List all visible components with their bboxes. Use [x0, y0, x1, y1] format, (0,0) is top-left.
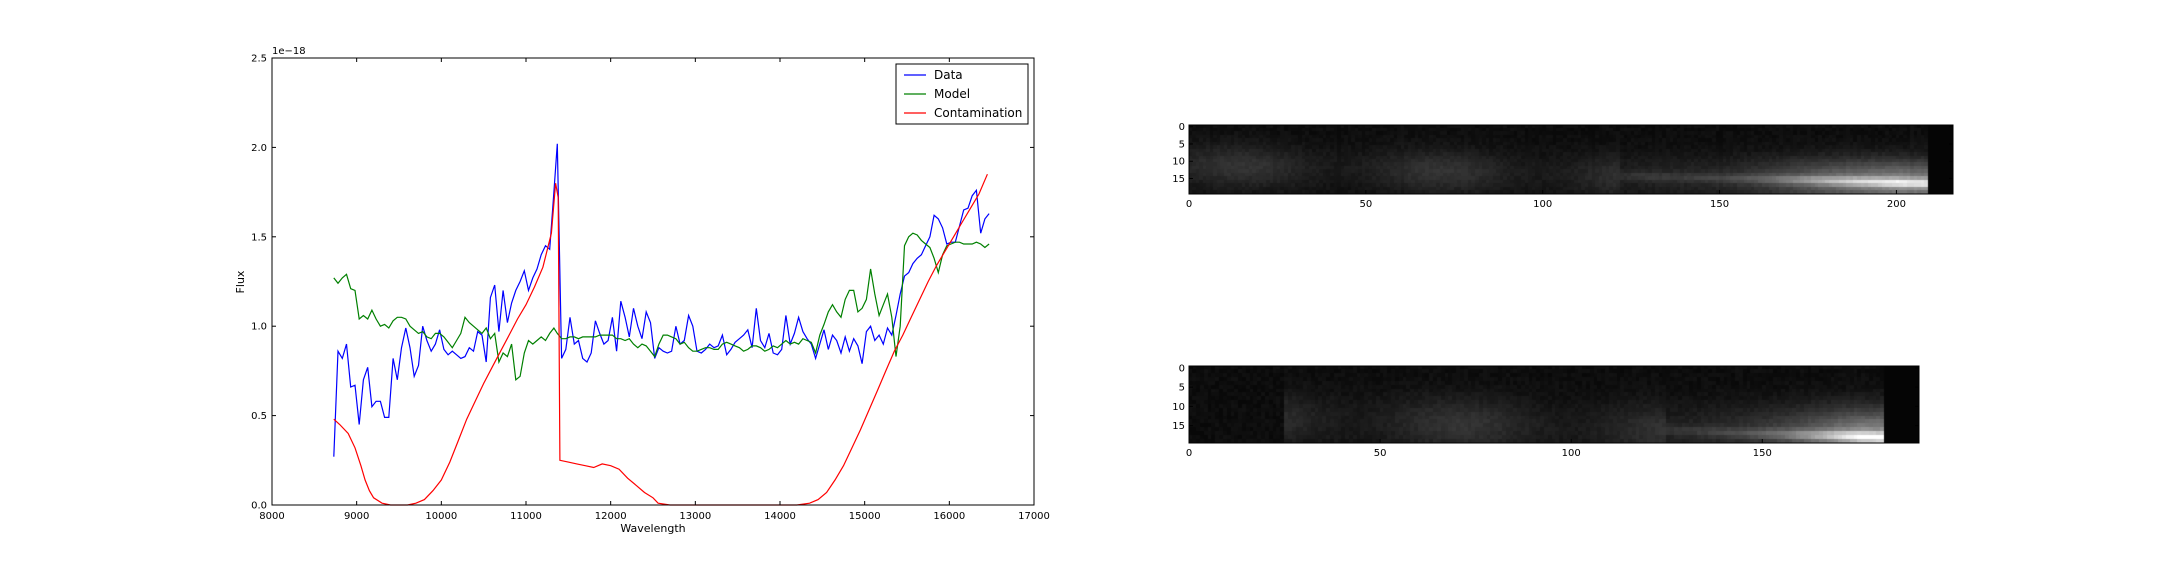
x-tick-label: 13000 [679, 511, 711, 522]
series-line-model [333, 232, 990, 381]
image-2-x-axis: 0 50 100 150 [1186, 439, 1772, 459]
x-axis: 8000 9000 10000 11000 12000 13000 14000 15000 16… [259, 58, 1050, 522]
series-line-data [333, 143, 990, 457]
y-axis: 0.0 0.5 1.0 1.5 2.0 2.5 [251, 54, 1034, 512]
plot-frame [271, 57, 1035, 506]
x-tick-label: 15000 [849, 511, 881, 522]
x-tick-label: 10000 [425, 511, 457, 522]
image-y-tick-label: 0 [1179, 122, 1185, 133]
image-1-container [1189, 125, 1953, 194]
x-tick-label: 9000 [344, 511, 369, 522]
image-x-tick-label: 150 [1710, 199, 1729, 210]
image-x-tick-label: 150 [1753, 448, 1772, 459]
flux-plot: 8000 9000 10000 11000 12000 13000 14000 15000 16… [234, 46, 1050, 535]
legend-label-contamination: Contamination [934, 106, 1022, 120]
plot-background [272, 58, 1034, 505]
image-x-tick-label: 100 [1533, 199, 1552, 210]
image-x-tick-label: 0 [1186, 199, 1192, 210]
x-tick-label: 14000 [764, 511, 796, 522]
x-axis-label: Wavelength [620, 522, 685, 535]
x-tick-label: 8000 [259, 511, 284, 522]
series-group [333, 143, 990, 506]
legend-label-model: Model [934, 87, 970, 101]
image-x-tick-label: 100 [1562, 448, 1581, 459]
image-2-frame [1188, 365, 1920, 444]
image-x-tick-label: 50 [1374, 448, 1387, 459]
image-y-tick-label: 15 [1172, 174, 1185, 185]
image-x-tick-label: 0 [1186, 448, 1192, 459]
y-offset-label: 1e−18 [272, 46, 306, 57]
image-y-tick-label: 5 [1179, 383, 1185, 394]
y-axis-label: Flux [234, 270, 247, 293]
y-tick-label: 2.5 [251, 54, 267, 65]
image-y-tick-label: 10 [1172, 157, 1185, 168]
image-x-tick-label: 50 [1359, 199, 1372, 210]
x-tick-label: 11000 [510, 511, 542, 522]
image-y-tick-label: 15 [1172, 421, 1185, 432]
y-tick-label: 1.5 [251, 232, 267, 243]
legend-label-data: Data [934, 68, 963, 82]
image-1-x-axis: 0 50 100 150 200 [1186, 190, 1906, 210]
image-2-y-axis: 0 5 10 15 [1172, 363, 1919, 432]
y-tick-label: 2.0 [251, 143, 267, 154]
image-y-tick-label: 10 [1172, 402, 1185, 413]
y-tick-label: 1.0 [251, 322, 267, 333]
image-y-tick-label: 0 [1179, 363, 1185, 374]
spectrum-image-2: 0 50 100 150 0 5 10 15 [1172, 363, 1920, 459]
y-tick-label: 0.5 [251, 411, 267, 422]
series-line-contamination [333, 173, 988, 506]
x-tick-label: 17000 [1018, 511, 1050, 522]
x-tick-label: 12000 [595, 511, 627, 522]
image-2-container [1189, 366, 1919, 443]
image-y-tick-label: 5 [1179, 139, 1185, 150]
x-tick-label: 16000 [933, 511, 965, 522]
y-tick-label: 0.0 [251, 501, 267, 512]
image-x-tick-label: 200 [1887, 199, 1906, 210]
legend: Data Model Contamination [895, 63, 1029, 125]
image-1-y-axis: 0 5 10 15 [1172, 122, 1953, 185]
spectrum-image-1: 0 50 100 150 200 0 5 10 15 [1172, 122, 1954, 210]
